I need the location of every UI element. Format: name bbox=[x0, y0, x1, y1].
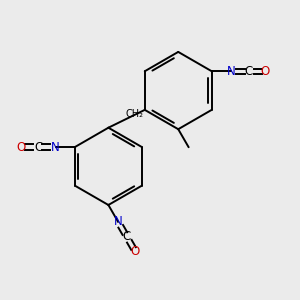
Text: O: O bbox=[261, 65, 270, 78]
Text: N: N bbox=[114, 215, 122, 228]
Text: N: N bbox=[226, 65, 236, 78]
Text: C: C bbox=[244, 65, 252, 78]
Text: N: N bbox=[51, 140, 60, 154]
Text: O: O bbox=[131, 245, 140, 258]
Text: C: C bbox=[34, 140, 43, 154]
Text: C: C bbox=[122, 230, 131, 243]
Text: O: O bbox=[16, 140, 26, 154]
Text: CH₂: CH₂ bbox=[125, 109, 143, 119]
